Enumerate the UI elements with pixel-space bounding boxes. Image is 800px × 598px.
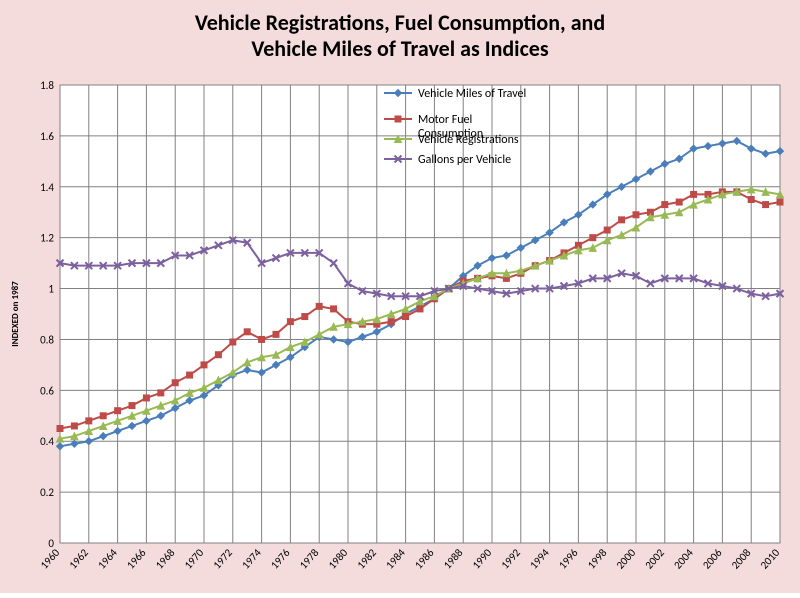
series-marker [244, 329, 250, 335]
y-axis-label: INDEXED on 1987 [10, 281, 21, 347]
series-marker [676, 199, 682, 205]
legend-swatch-marker [395, 116, 401, 122]
series-marker [403, 314, 409, 320]
series-marker [763, 202, 769, 208]
series-marker [662, 202, 668, 208]
series-marker [691, 191, 697, 197]
series-marker [287, 319, 293, 325]
series-marker [331, 306, 337, 312]
y-tick-label: 1.8 [40, 79, 54, 92]
y-tick-label: 0.6 [40, 384, 54, 397]
series-marker [633, 212, 639, 218]
y-tick-label: 1.2 [40, 232, 54, 245]
y-tick-label: 0.8 [40, 333, 54, 346]
chart-title-line: Vehicle Registrations, Fuel Consumption,… [195, 9, 605, 36]
series-marker [777, 199, 783, 205]
series-marker [302, 314, 308, 320]
series-marker [86, 418, 92, 424]
series-marker [259, 336, 265, 342]
y-tick-label: 1 [48, 283, 54, 296]
y-tick-label: 0.2 [40, 486, 54, 499]
legend-label: Gallons per Vehicle [418, 153, 511, 167]
series-marker [273, 331, 279, 337]
y-tick-label: 0.4 [40, 435, 54, 448]
series-marker [172, 380, 178, 386]
series-marker [316, 303, 322, 309]
chart-root: 00.20.40.60.811.21.41.61.819601962196419… [0, 0, 800, 593]
y-tick-label: 1.4 [40, 181, 54, 194]
legend-label: Motor Fuel [418, 113, 472, 127]
series-marker [590, 235, 596, 241]
y-tick-label: 1.6 [40, 130, 54, 143]
series-marker [748, 197, 754, 203]
series-marker [619, 217, 625, 223]
series-marker [187, 372, 193, 378]
series-marker [215, 352, 221, 358]
chart-title-line: Vehicle Miles of Travel as Indices [251, 35, 549, 62]
series-marker [71, 423, 77, 429]
series-marker [100, 413, 106, 419]
series-marker [417, 306, 423, 312]
series-marker [230, 339, 236, 345]
series-marker [57, 426, 63, 432]
series-marker [604, 227, 610, 233]
series-marker [388, 319, 394, 325]
series-marker [129, 403, 135, 409]
legend-label: Vehicle Registrations [418, 133, 519, 147]
series-marker [158, 390, 164, 396]
legend-label: Vehicle Miles of Travel [418, 87, 526, 101]
series-marker [201, 362, 207, 368]
series-marker [115, 408, 121, 414]
series-marker [143, 395, 149, 401]
